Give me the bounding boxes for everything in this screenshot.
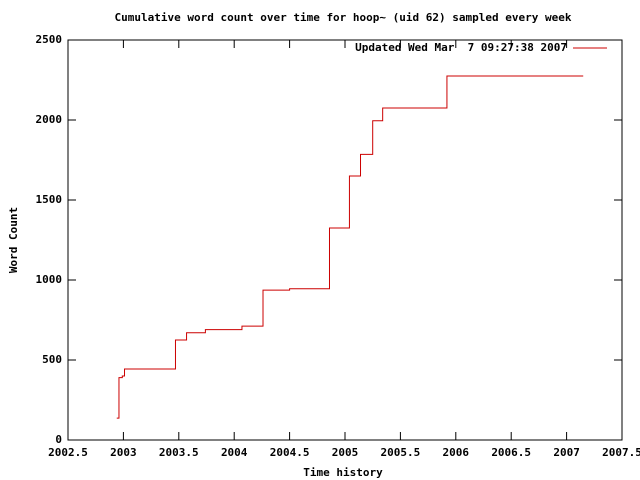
chart-title: Cumulative word count over time for hoop… — [115, 11, 572, 24]
x-axis-label: Time history — [303, 466, 383, 479]
y-tick-label: 500 — [42, 353, 62, 366]
x-tick-label: 2007.5 — [602, 446, 640, 459]
x-tick-label: 2004 — [221, 446, 248, 459]
y-tick-label: 1500 — [36, 193, 63, 206]
x-tick-label: 2005 — [332, 446, 359, 459]
x-tick-label: 2003.5 — [159, 446, 199, 459]
step-line — [116, 75, 584, 419]
y-tick-label: 2000 — [36, 113, 63, 126]
y-tick-label: 0 — [55, 433, 62, 446]
x-tick-label: 2007 — [553, 446, 580, 459]
x-tick-label: 2006 — [443, 446, 470, 459]
y-tick-label: 2500 — [36, 33, 63, 46]
x-tick-label: 2005.5 — [381, 446, 421, 459]
legend-label: Updated Wed Mar 7 09:27:38 2007 — [355, 41, 567, 54]
x-tick-label: 2002.5 — [48, 446, 88, 459]
x-tick-label: 2006.5 — [491, 446, 531, 459]
plot-border — [67, 39, 623, 441]
y-tick-label: 1000 — [36, 273, 63, 286]
y-axis-label: Word Count — [7, 207, 20, 273]
x-tick-label: 2003 — [110, 446, 137, 459]
x-tick-label: 2004.5 — [270, 446, 310, 459]
